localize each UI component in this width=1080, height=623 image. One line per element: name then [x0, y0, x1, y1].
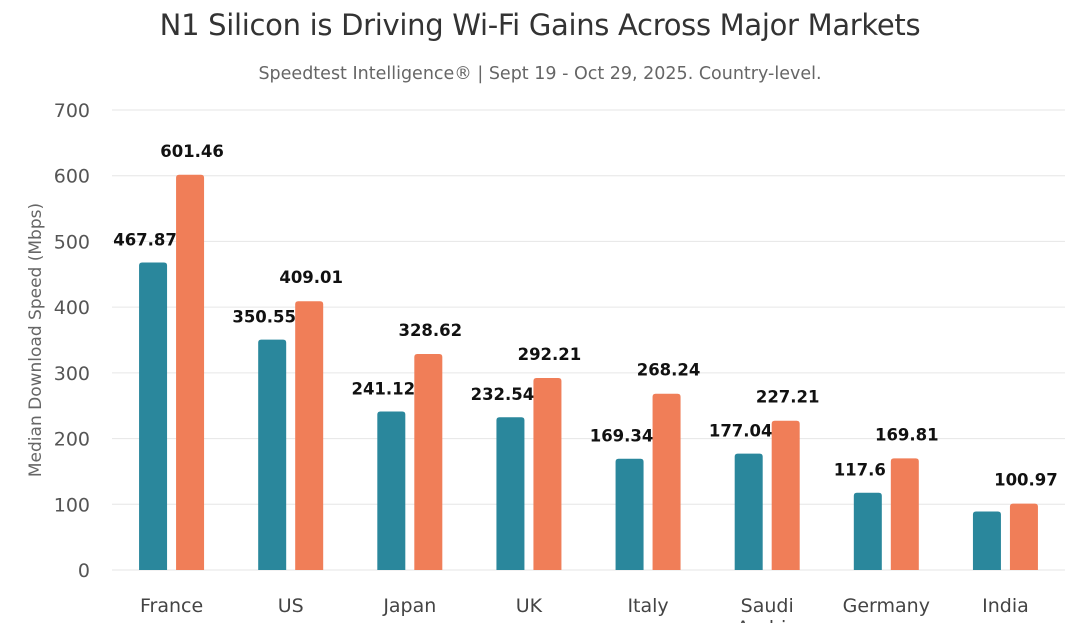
bar-before	[377, 411, 406, 570]
bar-before	[734, 453, 763, 570]
data-label: 169.34	[590, 427, 654, 446]
bar-after	[771, 420, 800, 570]
data-label: 100.97	[994, 471, 1058, 490]
data-label: 292.21	[518, 345, 582, 364]
data-label: 467.87	[113, 231, 177, 250]
data-label: 117.6	[834, 461, 886, 480]
x-tick-label: UK	[516, 595, 543, 617]
x-tick-label: Italy	[627, 595, 668, 617]
y-tick-label: 0	[78, 560, 90, 582]
y-tick-label: 200	[54, 429, 90, 451]
x-tick-label: US	[278, 595, 304, 617]
chart-subtitle: Speedtest Intelligence® | Sept 19 - Oct …	[258, 64, 822, 84]
x-tick-label: Germany	[843, 595, 930, 617]
y-tick-label: 500	[54, 231, 90, 253]
y-tick-label: 300	[54, 363, 90, 385]
x-tick-label: SaudiArabia	[736, 595, 797, 623]
data-label: 177.04	[709, 422, 773, 441]
bar-before	[496, 417, 525, 570]
bar-after	[890, 458, 919, 570]
data-label: 328.62	[398, 321, 462, 340]
y-tick-label: 400	[54, 297, 90, 319]
data-label: 409.01	[279, 268, 343, 287]
x-tick-label: India	[982, 595, 1029, 617]
bar-after	[414, 354, 443, 570]
bar-after	[533, 377, 562, 570]
y-tick-label: 600	[54, 166, 90, 188]
bar-before	[139, 262, 168, 570]
y-tick-label: 100	[54, 494, 90, 516]
data-label: 241.12	[351, 380, 415, 399]
data-label: 268.24	[637, 361, 701, 380]
data-label: 232.54	[471, 385, 535, 404]
y-tick-label: 700	[54, 100, 90, 122]
data-label: 169.81	[875, 425, 939, 444]
bar-after	[1009, 503, 1038, 570]
bar-before	[615, 458, 644, 570]
bar-after	[295, 301, 324, 570]
data-label: 227.21	[756, 388, 820, 407]
x-tick-label: France	[140, 595, 203, 617]
bar-after	[652, 393, 681, 570]
data-label: 601.46	[160, 142, 224, 161]
bar-before	[972, 511, 1001, 570]
x-tick-label: Japan	[382, 595, 436, 617]
y-axis-label: Median Download Speed (Mbps)	[26, 203, 46, 477]
bar-after	[176, 174, 205, 570]
bar-before	[258, 339, 287, 570]
bar-before	[853, 492, 882, 570]
chart-title: N1 Silicon is Driving Wi-Fi Gains Across…	[159, 8, 921, 42]
data-label: 350.55	[232, 308, 296, 327]
